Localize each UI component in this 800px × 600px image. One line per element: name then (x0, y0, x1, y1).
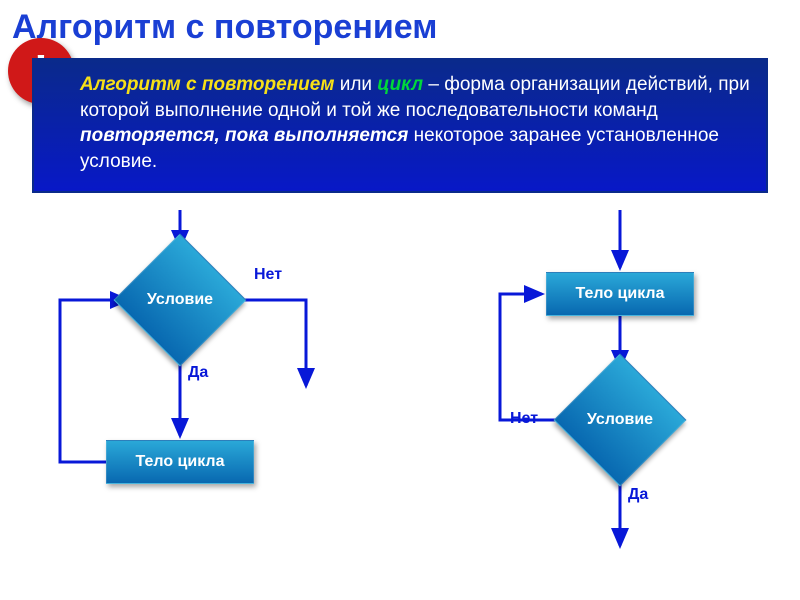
left-no-label: Нет (254, 266, 282, 284)
left-yes-label: Да (188, 364, 208, 382)
left-body-rect: Тело цикла (106, 440, 254, 484)
right-body-label: Тело цикла (576, 285, 665, 303)
right-condition-diamond: Условие (573, 373, 667, 467)
definition-box: Алгоритм с повторением или цикл – форма … (32, 58, 768, 193)
right-condition-label: Условие (573, 373, 667, 467)
left-condition-label: Условие (133, 253, 227, 347)
def-em: повторяется, пока выполняется (80, 125, 408, 146)
left-condition-diamond: Условие (133, 253, 227, 347)
flowchart-arrows (0, 210, 800, 600)
right-no-label: Нет (510, 410, 538, 428)
def-or: или (334, 74, 377, 95)
right-body-rect: Тело цикла (546, 272, 694, 316)
left-body-label: Тело цикла (136, 453, 225, 471)
flowchart-stage: Условие Тело цикла Нет Да Тело цикла Усл… (0, 210, 800, 600)
page-title: Алгоритм с повторением (12, 8, 437, 47)
def-term: Алгоритм с повторением (80, 74, 334, 95)
def-cycle: цикл (377, 74, 423, 95)
right-yes-label: Да (628, 486, 648, 504)
